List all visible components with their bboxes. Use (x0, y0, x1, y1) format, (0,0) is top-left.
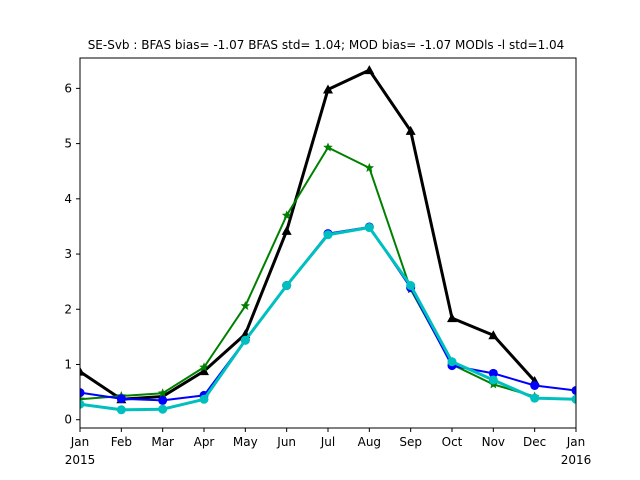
y-tick-label-1: 1 (64, 357, 72, 371)
series-3-point-5 (282, 281, 292, 291)
series-1-point-2 (157, 388, 168, 398)
plot-frame (79, 57, 577, 429)
series-1-point-6 (323, 142, 333, 152)
x-tick-label-0: Jan (70, 435, 90, 449)
x-tick-label-12: Jan (566, 435, 586, 449)
series-1-point-7 (364, 162, 375, 172)
series-3-point-1 (116, 405, 126, 415)
y-tick-label-4: 4 (64, 192, 72, 206)
series-3-point-9 (447, 357, 457, 367)
x-tick-sublabel-0: 2015 (65, 453, 96, 467)
x-tick-label-10: Nov (482, 435, 505, 449)
series-1-point-3 (199, 362, 209, 372)
series-0-point-10 (488, 330, 499, 340)
series-2 (80, 222, 576, 405)
series-3-point-3 (199, 394, 209, 404)
y-tick-label-0: 0 (64, 413, 72, 427)
series-0 (80, 65, 540, 404)
series-0-point-3 (199, 366, 209, 376)
x-tick-label-5: Jun (276, 435, 296, 449)
series-3-point-6 (323, 230, 333, 240)
series-3-point-7 (364, 223, 374, 233)
x-tick-label-6: Jul (320, 435, 335, 449)
series-2-point-2 (158, 395, 168, 405)
series-3-point-8 (406, 281, 416, 291)
series-1-point-4 (240, 300, 251, 310)
series-0-point-8 (405, 125, 416, 135)
series-3-point-11 (530, 393, 540, 403)
series-0-point-0 (80, 366, 85, 376)
series-1 (80, 142, 540, 404)
series-0-point-7 (364, 65, 375, 75)
series-layer (80, 65, 576, 415)
series-2-point-11 (530, 380, 540, 390)
y-tick-label-6: 6 (64, 81, 72, 95)
series-3-point-2 (158, 404, 168, 414)
y-tick-label-3: 3 (64, 247, 72, 261)
series-0-point-6 (323, 84, 333, 94)
series-3-line (80, 226, 576, 412)
series-2-line (80, 225, 576, 402)
x-tick-label-1: Feb (111, 435, 132, 449)
x-tick-label-3: Apr (194, 435, 215, 449)
series-0-point-9 (447, 313, 457, 323)
series-2-point-12 (571, 385, 576, 395)
series-3-point-10 (488, 375, 498, 385)
y-tick-label-2: 2 (64, 302, 72, 316)
series-1-line (80, 146, 536, 401)
series-3-point-0 (80, 399, 85, 409)
x-tick-label-9: Oct (442, 435, 463, 449)
series-2-point-10 (488, 368, 498, 378)
axes-layer: 0 1 2 3 4 5 6 Jan 2015 Feb Mar Apr May Jun Jul Aug Sep Oc… (64, 57, 592, 467)
x-tick-sublabel-12: 2016 (561, 453, 592, 467)
series-1-point-5 (281, 210, 292, 220)
x-tick-label-8: Sep (399, 435, 422, 449)
y-tick-label-5: 5 (64, 137, 72, 151)
series-3 (80, 223, 576, 415)
x-tick-label-11: Dec (523, 435, 546, 449)
series-2-point-1 (116, 394, 126, 404)
series-3-point-4 (240, 335, 250, 345)
series-0-point-5 (281, 225, 292, 235)
x-tick-label-2: Mar (151, 435, 174, 449)
series-3-point-12 (571, 394, 576, 404)
series-2-point-0 (80, 388, 85, 398)
series-0-line (80, 68, 537, 401)
x-tick-label-4: May (233, 435, 258, 449)
x-tick-label-7: Aug (358, 435, 381, 449)
chart-title: SE-Svb : BFAS bias= -1.07 BFAS std= 1.04… (88, 38, 565, 52)
